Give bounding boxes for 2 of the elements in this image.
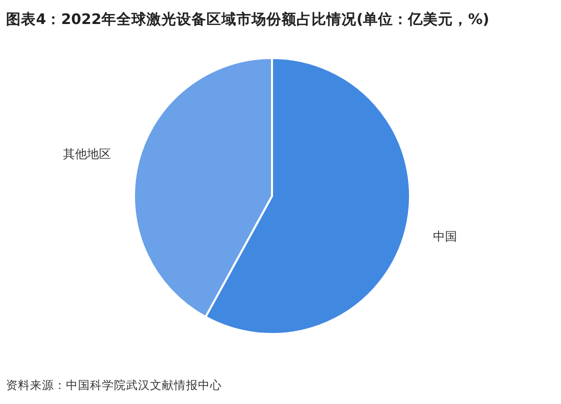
annotation: 资料来源：中国科学院武汉文献情报中心 bbox=[6, 378, 222, 392]
title: 图表4：2022年全球激光设备区域市场份额占比情况(单位：亿美元，%) bbox=[6, 12, 490, 28]
